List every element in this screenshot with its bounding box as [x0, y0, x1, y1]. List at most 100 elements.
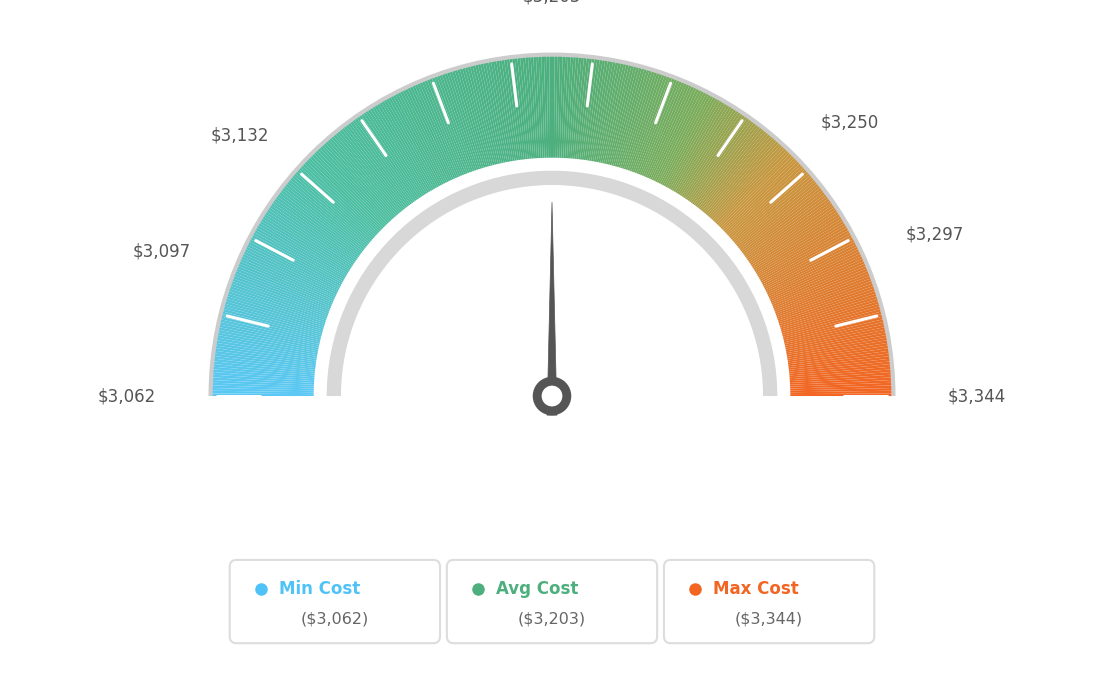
Wedge shape: [488, 60, 509, 163]
Wedge shape: [475, 63, 500, 164]
Wedge shape: [255, 224, 347, 278]
Wedge shape: [392, 93, 443, 186]
Wedge shape: [787, 345, 890, 362]
Wedge shape: [221, 308, 322, 337]
Wedge shape: [347, 121, 411, 206]
Wedge shape: [560, 55, 565, 159]
Wedge shape: [754, 215, 843, 272]
Wedge shape: [442, 72, 477, 171]
Wedge shape: [772, 268, 870, 308]
Wedge shape: [250, 236, 342, 286]
Wedge shape: [753, 213, 841, 270]
Wedge shape: [784, 319, 885, 344]
Wedge shape: [786, 335, 889, 355]
Wedge shape: [304, 160, 380, 233]
Wedge shape: [211, 383, 315, 388]
Text: $3,344: $3,344: [948, 387, 1006, 405]
Wedge shape: [215, 335, 318, 355]
Wedge shape: [767, 250, 862, 297]
Wedge shape: [241, 253, 337, 298]
Wedge shape: [737, 183, 820, 249]
Wedge shape: [422, 79, 463, 177]
Wedge shape: [220, 316, 321, 342]
Wedge shape: [618, 68, 650, 168]
Wedge shape: [213, 353, 316, 368]
Wedge shape: [716, 149, 789, 226]
Wedge shape: [531, 55, 539, 159]
Wedge shape: [765, 246, 860, 293]
Wedge shape: [221, 311, 322, 339]
Wedge shape: [410, 85, 454, 180]
Wedge shape: [620, 69, 652, 169]
Wedge shape: [301, 162, 379, 235]
Wedge shape: [742, 191, 827, 255]
Wedge shape: [212, 362, 316, 374]
Text: $3,250: $3,250: [820, 113, 879, 131]
Wedge shape: [776, 280, 874, 317]
Wedge shape: [318, 146, 391, 223]
Wedge shape: [654, 87, 700, 182]
Wedge shape: [234, 270, 331, 310]
Wedge shape: [522, 56, 533, 159]
Wedge shape: [520, 56, 531, 159]
Wedge shape: [342, 125, 407, 208]
Wedge shape: [213, 356, 316, 370]
Wedge shape: [493, 59, 513, 162]
Wedge shape: [394, 92, 444, 185]
Wedge shape: [587, 59, 605, 161]
Wedge shape: [434, 75, 471, 173]
Wedge shape: [251, 234, 343, 285]
Wedge shape: [214, 343, 317, 361]
Wedge shape: [789, 385, 893, 391]
Wedge shape: [263, 213, 351, 270]
Wedge shape: [749, 204, 836, 264]
Wedge shape: [735, 179, 817, 246]
Polygon shape: [342, 186, 762, 396]
Wedge shape: [660, 92, 710, 185]
Wedge shape: [240, 255, 336, 300]
Circle shape: [533, 377, 571, 415]
Text: ($3,344): ($3,344): [735, 611, 804, 627]
Wedge shape: [222, 306, 322, 335]
Wedge shape: [755, 220, 846, 275]
Wedge shape: [582, 57, 597, 161]
Wedge shape: [416, 81, 459, 178]
Wedge shape: [725, 162, 803, 235]
Wedge shape: [224, 298, 325, 330]
Wedge shape: [690, 118, 753, 204]
Wedge shape: [788, 356, 891, 370]
Wedge shape: [779, 298, 880, 330]
Wedge shape: [613, 66, 643, 167]
Wedge shape: [234, 268, 332, 308]
Wedge shape: [704, 135, 774, 215]
Wedge shape: [629, 73, 665, 172]
Wedge shape: [216, 329, 319, 351]
Wedge shape: [760, 229, 851, 282]
Wedge shape: [259, 217, 349, 273]
Wedge shape: [767, 253, 863, 298]
Wedge shape: [789, 377, 893, 385]
Wedge shape: [381, 99, 434, 190]
Wedge shape: [480, 61, 503, 164]
Wedge shape: [773, 270, 870, 310]
Wedge shape: [563, 55, 571, 159]
Wedge shape: [593, 60, 614, 162]
Wedge shape: [216, 332, 319, 353]
Wedge shape: [369, 106, 426, 195]
Wedge shape: [713, 146, 786, 223]
Wedge shape: [550, 55, 552, 159]
Wedge shape: [776, 283, 875, 319]
Wedge shape: [580, 57, 595, 160]
Wedge shape: [242, 250, 337, 297]
Wedge shape: [215, 340, 318, 359]
Wedge shape: [638, 77, 678, 175]
Wedge shape: [779, 295, 879, 328]
Wedge shape: [702, 131, 769, 213]
Wedge shape: [244, 246, 339, 293]
Wedge shape: [449, 70, 482, 170]
Wedge shape: [233, 273, 330, 312]
Wedge shape: [277, 191, 362, 255]
Wedge shape: [565, 55, 573, 159]
Wedge shape: [657, 90, 704, 184]
Wedge shape: [787, 348, 890, 364]
